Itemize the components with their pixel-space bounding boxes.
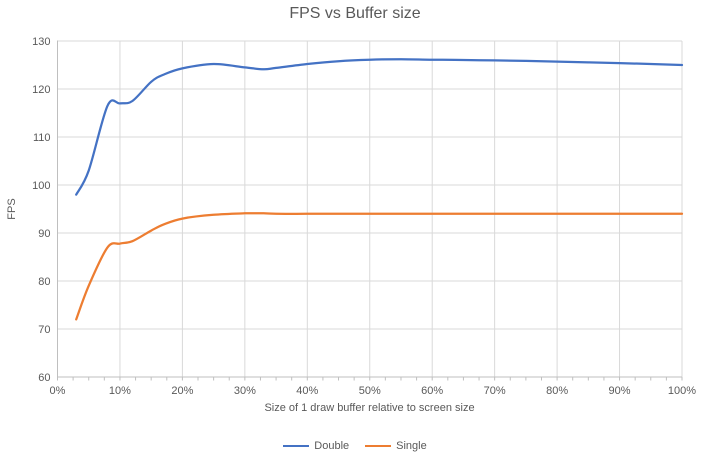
x-tick-label: 30%	[234, 385, 256, 397]
x-tick-label: 0%	[50, 385, 66, 397]
x-tick-label: 100%	[668, 385, 696, 397]
y-tick-label: 130	[32, 36, 50, 48]
legend-label-double: Double	[314, 440, 350, 452]
x-axis-title: Size of 1 draw buffer relative to screen…	[264, 402, 475, 414]
chart-title: FPS vs Buffer size	[289, 5, 421, 22]
legend-swatch-single	[365, 445, 392, 447]
x-tick-label: 90%	[609, 385, 631, 397]
x-tick-label: 60%	[421, 385, 443, 397]
y-tick-label: 120	[32, 84, 50, 96]
legend-label-single: Single	[396, 440, 427, 452]
x-tick-label: 50%	[359, 385, 381, 397]
legend-item-single: Single	[365, 440, 427, 452]
y-tick-label: 110	[33, 132, 51, 144]
y-tick-label: 90	[38, 228, 50, 240]
legend-item-double: Double	[283, 440, 349, 452]
y-tick-label: 70	[38, 324, 50, 336]
x-tick-label: 20%	[171, 385, 193, 397]
x-tick-label: 70%	[484, 385, 506, 397]
y-tick-label: 100	[32, 180, 50, 192]
y-tick-label: 60	[38, 372, 50, 384]
x-tick-label: 40%	[296, 385, 318, 397]
series-line-double	[75, 58, 684, 196]
y-tick-label: 80	[38, 276, 50, 288]
x-tick-label: 80%	[546, 385, 568, 397]
series-line-single	[75, 212, 684, 321]
legend: Double Single	[0, 440, 710, 452]
x-tick-label: 10%	[109, 385, 131, 397]
legend-swatch-double	[283, 445, 310, 447]
